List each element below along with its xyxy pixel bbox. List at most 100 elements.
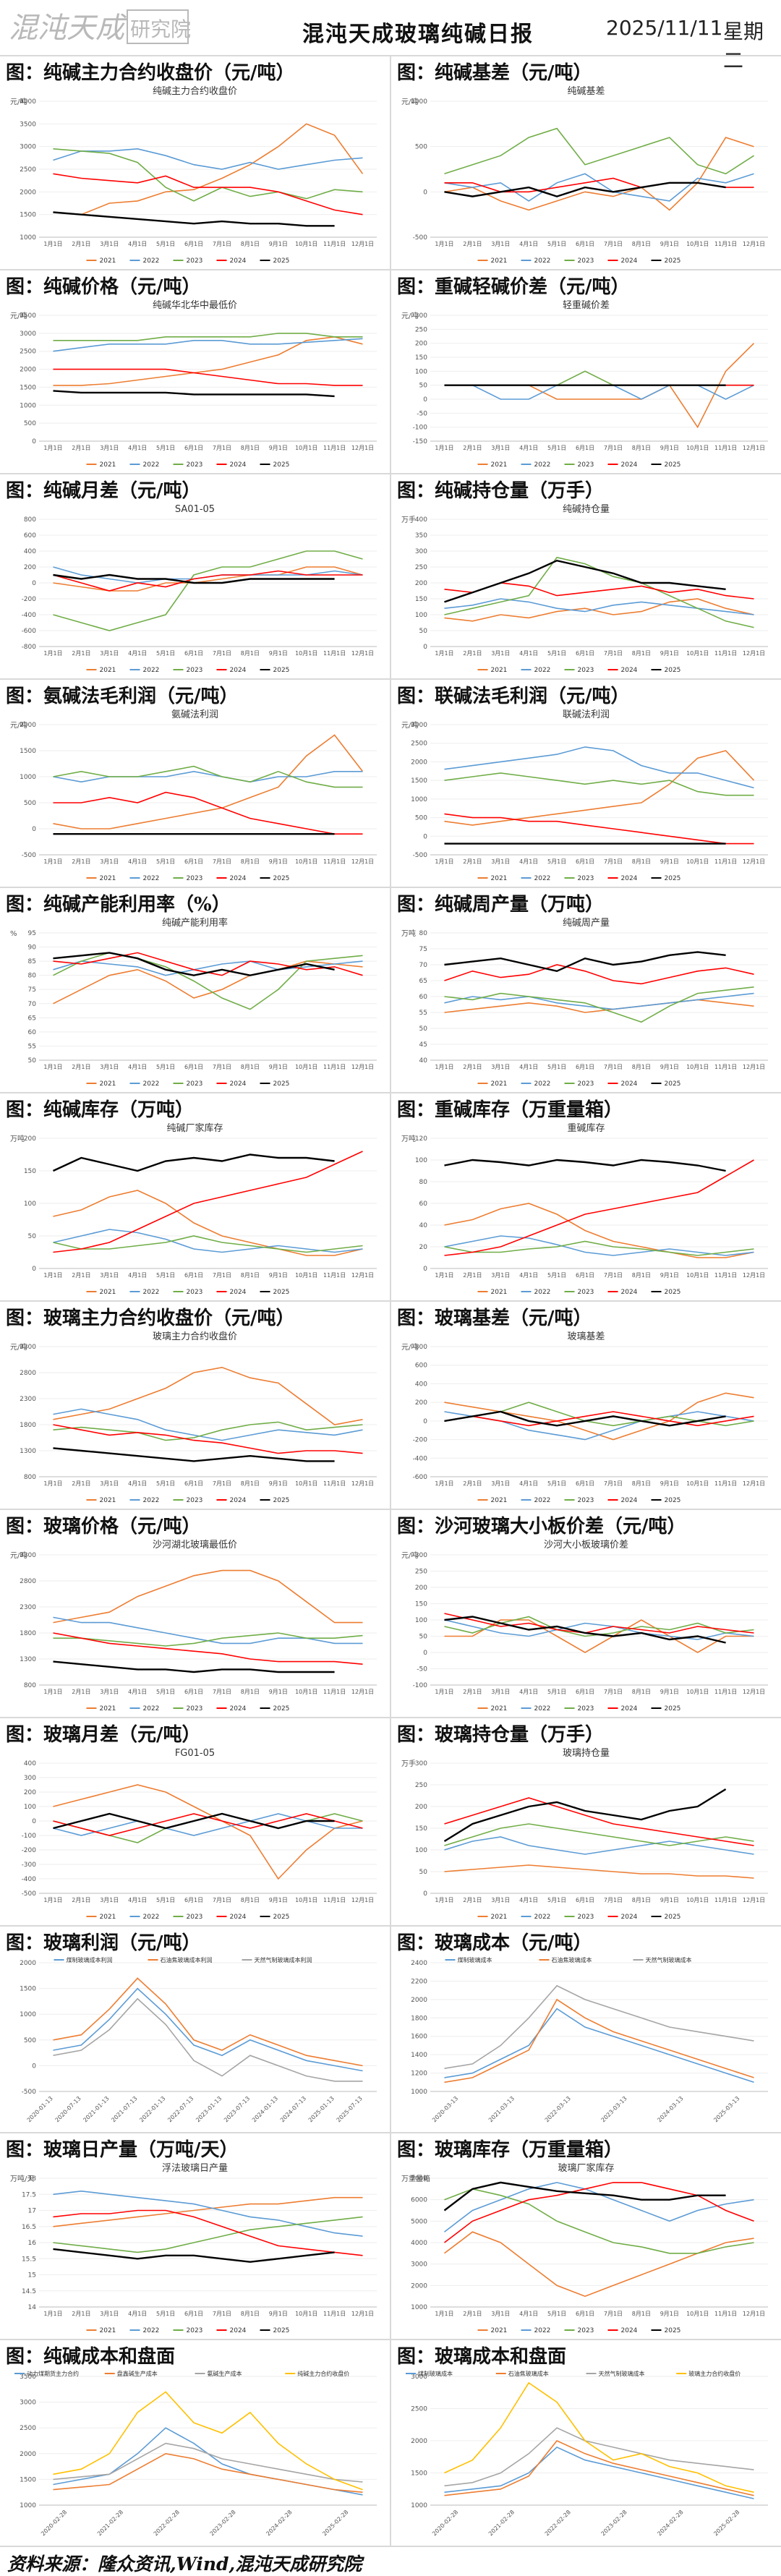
legend-label: 2024 (621, 667, 638, 674)
x-tick-label: 10月1日 (295, 1897, 317, 1903)
y-tick-label: 2500 (411, 741, 427, 748)
y-tick-label: 350 (415, 532, 427, 539)
legend-label: 2024 (621, 1914, 638, 1921)
column-divider (390, 1925, 391, 2132)
x-tick-label: 3月1日 (491, 1272, 510, 1279)
y-tick-label: -500 (22, 2089, 37, 2096)
legend-label: 2021 (100, 1497, 116, 1504)
legend-label: 2024 (230, 875, 247, 882)
y-tick-label: 3000 (411, 2374, 427, 2381)
x-tick-label: 2月1日 (463, 1897, 482, 1903)
chart-p22: 玻璃厂家库存 万重量箱 7000 6000 5000 4000 3000 2000 1000 1月… (398, 2161, 774, 2336)
y-tick-label: -500 (413, 852, 428, 859)
x-tick-label: 8月1日 (632, 1897, 651, 1903)
chart-title: 玻璃基差 (567, 1331, 605, 1342)
x-tick-label: 2021-07-13 (110, 2095, 138, 2123)
y-tick-label: 100 (415, 1617, 427, 1624)
y-tick-label: 50 (419, 383, 428, 390)
y-tick-label: 0 (423, 833, 427, 840)
y-tick-label: 3000 (411, 2261, 427, 2269)
legend-label: 2025 (273, 1080, 290, 1088)
x-tick-label: 1月1日 (435, 650, 453, 657)
svg-text:混沌天成: 混沌天成 (9, 12, 128, 45)
chart-legend: 2021 2022 2023 2024 2025 (477, 461, 680, 469)
x-tick-label: 2月1日 (463, 2311, 482, 2317)
y-tick-label: 300 (415, 548, 427, 555)
x-tick-label: 4月1日 (519, 1689, 538, 1695)
x-tick-label: 8月1日 (241, 1064, 260, 1070)
y-tick-label: 75 (419, 946, 427, 953)
y-tick-label: 120 (415, 1135, 427, 1143)
legend-label: 2024 (230, 1705, 247, 1713)
x-tick-label: 3月1日 (491, 1480, 510, 1487)
y-tick-label: 400 (415, 1381, 427, 1388)
legend-label: 2022 (534, 1289, 551, 1296)
section-title: 图：玻璃持仓量（万手） (397, 1724, 605, 1746)
y-tick-label: 60 (28, 1029, 37, 1036)
chart-svg: 3000 2500 2000 1500 1000 2020-02-28 2021-02-28… (406, 2370, 768, 2537)
legend-label: 2022 (143, 2327, 160, 2334)
legend-label: 2023 (187, 1914, 203, 1921)
x-tick-label: 12月1日 (743, 858, 765, 865)
source-footnote: 资料来源：隆众资讯,Wind,混沌天成研究院 (7, 2554, 362, 2575)
x-tick-label: 9月1日 (269, 1897, 288, 1903)
chart-legend: 2021 2022 2023 2024 2025 (86, 461, 289, 469)
x-tick-label: 1月1日 (435, 241, 453, 247)
x-tick-label: 2022-07-13 (166, 2095, 195, 2123)
x-tick-label: 9月1日 (269, 650, 288, 657)
x-tick-label: 3月1日 (100, 858, 119, 865)
y-tick-label: 65 (419, 978, 427, 985)
section-title: 图：重碱轻碱价差（元/吨） (397, 276, 630, 298)
y-tick-label: 1800 (20, 1630, 36, 1637)
column-divider (390, 2339, 391, 2546)
series-line-2023 (53, 765, 363, 788)
y-tick-label: 1800 (20, 1422, 36, 1429)
y-tick-label: 50 (419, 1634, 428, 1641)
series-line-动力煤期货主力合约 (53, 2427, 363, 2496)
x-tick-label: 11月1日 (323, 1689, 346, 1695)
y-tick-label: 800 (24, 516, 36, 524)
x-tick-label: 2月1日 (72, 1897, 90, 1903)
y-tick-label: 500 (24, 800, 36, 807)
x-tick-label: 2024-02-28 (656, 2509, 684, 2537)
series-line-2024 (444, 2182, 754, 2243)
y-tick-label: 100 (415, 1847, 427, 1854)
legend-label: 2022 (143, 461, 160, 469)
x-tick-label: 6月1日 (576, 858, 594, 865)
x-tick-label: 1月1日 (43, 858, 62, 865)
legend-label: 2021 (491, 2327, 508, 2334)
series-line-2022 (444, 2182, 754, 2232)
series-line-2023 (444, 1823, 754, 1846)
series-line-2025 (53, 1660, 335, 1673)
x-tick-label: 3月1日 (491, 1897, 510, 1903)
x-tick-label: 9月1日 (269, 445, 288, 451)
x-tick-label: 12月1日 (351, 1897, 374, 1903)
chart-legend: 煤制玻璃成本 石油焦玻璃成本 天然气制玻璃成本 (445, 1956, 692, 1963)
x-tick-label: 4月1日 (128, 1689, 147, 1695)
x-tick-label: 5月1日 (156, 1689, 175, 1695)
column-divider (390, 55, 391, 269)
report-title: 混沌天成玻璃纯碱日报 (302, 22, 534, 47)
legend-label: 2023 (578, 1914, 594, 1921)
y-tick-label: 3000 (20, 144, 36, 151)
legend-label: 2025 (273, 667, 290, 674)
x-tick-label: 8月1日 (632, 241, 651, 247)
y-tick-label: 2500 (20, 166, 36, 174)
y-tick-label: -600 (413, 1474, 428, 1481)
series-line-2024 (444, 1411, 754, 1427)
x-tick-label: 9月1日 (660, 650, 679, 657)
chart-p3: 纯碱华北华中最低价 元/吨 3500 3000 2500 2000 1500 1000 500 0… (7, 298, 383, 470)
legend-label: 2022 (143, 257, 160, 265)
x-tick-label: 10月1日 (295, 2311, 317, 2317)
y-tick-label: 2800 (20, 1370, 36, 1377)
x-tick-label: 1月1日 (435, 1480, 453, 1487)
x-tick-label: 3月1日 (491, 858, 510, 865)
series-line-2023 (53, 1632, 363, 1647)
y-tick-label: 150 (24, 1168, 36, 1175)
x-tick-label: 5月1日 (156, 445, 175, 451)
x-tick-label: 2月1日 (72, 241, 90, 247)
